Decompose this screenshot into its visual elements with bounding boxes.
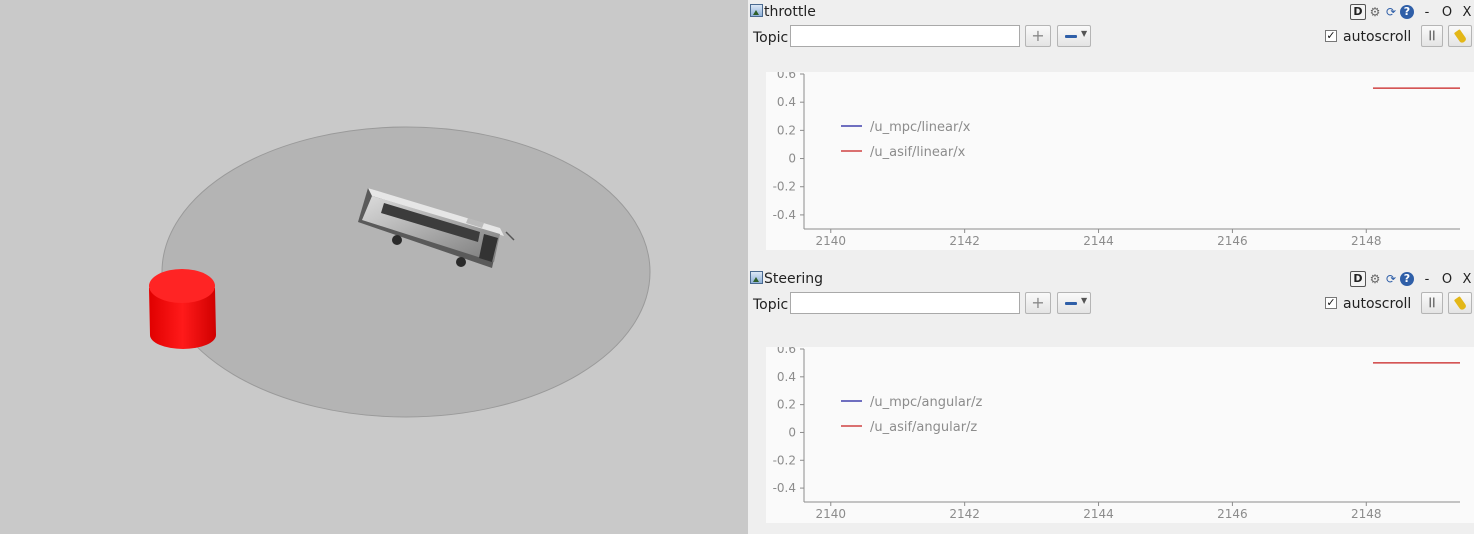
gazebo-3d-view[interactable]: [0, 0, 748, 534]
broom-icon: [1453, 296, 1468, 311]
y-tick-label: 0.4: [777, 370, 796, 384]
x-tick-label: 2140: [816, 507, 847, 521]
refresh-icon[interactable]: ⟳: [1385, 272, 1397, 286]
topic-input[interactable]: [790, 25, 1020, 47]
panel-titlebar[interactable]: throttle D ⚙ ⟳ ? - O X: [748, 0, 1474, 24]
titlebar-actions: D ⚙ ⟳ ? - O X: [1350, 3, 1474, 21]
remove-topic-button[interactable]: ▼: [1057, 25, 1091, 47]
y-tick-label: 0.6: [777, 347, 796, 356]
clear-button[interactable]: [1448, 292, 1472, 314]
float-button[interactable]: O: [1441, 4, 1453, 20]
help-icon[interactable]: ?: [1400, 5, 1414, 19]
bus-model[interactable]: [358, 188, 515, 268]
add-topic-button[interactable]: +: [1025, 25, 1051, 47]
scene-canvas[interactable]: [0, 0, 748, 534]
remove-topic-button[interactable]: ▼: [1057, 292, 1091, 314]
x-tick-label: 2146: [1217, 507, 1248, 521]
plot-area[interactable]: 0.6 0.4 0.2 0 -0.2 -0.4 2140 2142 2144 2146 2148/u…: [766, 72, 1474, 250]
y-tick-label: -0.2: [773, 453, 796, 467]
x-tick-label: 2140: [816, 234, 847, 248]
dock-button[interactable]: D: [1350, 271, 1366, 287]
minus-icon: [1065, 35, 1077, 38]
panel-titlebar[interactable]: Steering D ⚙ ⟳ ? - O X: [748, 267, 1474, 291]
autoscroll-label: autoscroll: [1343, 296, 1412, 312]
chevron-down-icon: ▼: [1081, 296, 1088, 305]
refresh-icon[interactable]: ⟳: [1385, 5, 1397, 19]
minimize-button[interactable]: -: [1424, 4, 1430, 20]
x-tick-label: 2148: [1351, 234, 1382, 248]
autoscroll-checkbox[interactable]: ✓: [1325, 29, 1337, 42]
topic-input[interactable]: [790, 292, 1020, 314]
gear-icon[interactable]: ⚙: [1369, 5, 1381, 19]
y-tick-label: 0.2: [777, 123, 796, 137]
gear-icon[interactable]: ⚙: [1369, 272, 1381, 286]
autoscroll-label: autoscroll: [1343, 29, 1412, 45]
x-tick-label: 2148: [1351, 507, 1382, 521]
titlebar-actions: D ⚙ ⟳ ? - O X: [1350, 270, 1474, 288]
y-tick-label: 0: [788, 152, 796, 166]
x-tick-label: 2144: [1083, 234, 1114, 248]
minimize-button[interactable]: -: [1424, 271, 1430, 287]
pause-button[interactable]: ||: [1421, 25, 1443, 47]
line-chart[interactable]: 0.6 0.4 0.2 0 -0.2 -0.4 2140 2142 2144 2146 2148/u…: [766, 347, 1474, 523]
pause-button[interactable]: ||: [1421, 292, 1443, 314]
throttle-plot-panel: throttle D ⚙ ⟳ ? - O X Topic + ▼ ✓ autos…: [748, 0, 1474, 267]
plot-window-icon: [750, 4, 763, 17]
broom-icon: [1453, 29, 1468, 44]
plot-window-icon: [750, 271, 763, 284]
steering-plot-panel: Steering D ⚙ ⟳ ? - O X Topic + ▼ ✓ autos…: [748, 267, 1474, 534]
autoscroll-checkbox[interactable]: ✓: [1325, 296, 1337, 309]
topic-label: Topic: [753, 30, 789, 46]
y-tick-label: 0.4: [777, 95, 796, 109]
y-tick-label: 0.6: [777, 72, 796, 81]
ground-disc: [161, 126, 651, 418]
help-icon[interactable]: ?: [1400, 272, 1414, 286]
y-tick-label: 0: [788, 425, 796, 439]
legend-entry: /u_asif/angular/z: [870, 420, 977, 435]
plot-area[interactable]: 0.6 0.4 0.2 0 -0.2 -0.4 2140 2142 2144 2146 2148/u…: [766, 347, 1474, 523]
red-cylinder-obstacle[interactable]: [149, 269, 216, 349]
legend-entry: /u_asif/linear/x: [870, 145, 966, 160]
float-button[interactable]: O: [1441, 271, 1453, 287]
legend-entry: /u_mpc/linear/x: [870, 120, 971, 135]
y-tick-label: -0.4: [773, 481, 796, 495]
legend-entry: /u_mpc/angular/z: [870, 395, 983, 410]
minus-icon: [1065, 302, 1077, 305]
y-tick-label: -0.2: [773, 180, 796, 194]
clear-button[interactable]: [1448, 25, 1472, 47]
panel-title: Steering: [764, 271, 824, 287]
panel-title: throttle: [764, 4, 816, 20]
close-button[interactable]: X: [1462, 271, 1472, 287]
y-tick-label: -0.4: [773, 208, 796, 222]
topic-label: Topic: [753, 297, 789, 313]
dock-button[interactable]: D: [1350, 4, 1366, 20]
chevron-down-icon: ▼: [1081, 29, 1088, 38]
x-tick-label: 2142: [949, 234, 980, 248]
add-topic-button[interactable]: +: [1025, 292, 1051, 314]
close-button[interactable]: X: [1462, 4, 1472, 20]
line-chart[interactable]: 0.6 0.4 0.2 0 -0.2 -0.4 2140 2142 2144 2146 2148/u…: [766, 72, 1474, 250]
x-tick-label: 2144: [1083, 507, 1114, 521]
y-tick-label: 0.2: [777, 398, 796, 412]
x-tick-label: 2146: [1217, 234, 1248, 248]
x-tick-label: 2142: [949, 507, 980, 521]
